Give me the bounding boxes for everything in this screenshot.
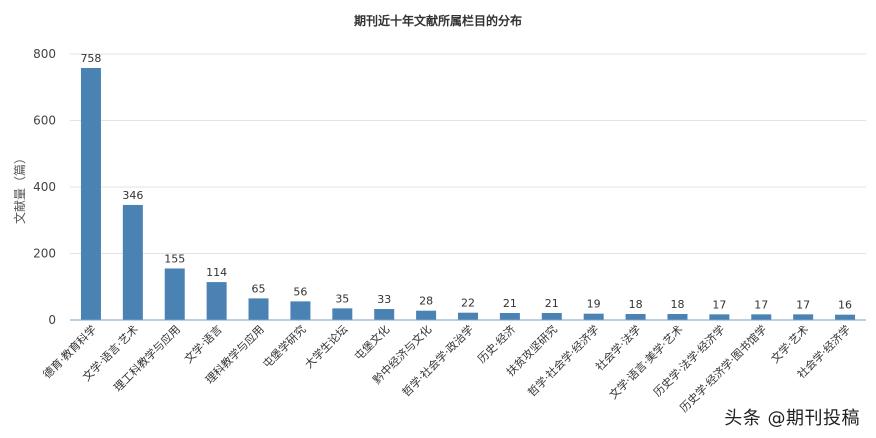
bar-value-label: 65 xyxy=(252,282,266,295)
x-tick-label: 大学生论坛 xyxy=(302,322,351,371)
chart-title: 期刊近十年文献所属栏目的分布 xyxy=(354,13,522,28)
x-tick-label: 屯堡文化 xyxy=(351,322,392,363)
x-tick-label: 文学·语言 xyxy=(181,322,224,365)
data-labels: 758 346 155 114 65 56 35 33 28 22 21 21 19 18 18 17 17 17… xyxy=(80,52,852,312)
bar[interactable] xyxy=(751,314,772,320)
x-tick-label: 文学·语言·美学·艺术 xyxy=(606,322,686,402)
bar-value-label: 114 xyxy=(206,266,227,279)
bar-value-label: 21 xyxy=(503,297,517,310)
gridlines xyxy=(70,53,866,254)
watermark-text: 头条 @期刊投稿 xyxy=(724,408,860,429)
bar[interactable] xyxy=(290,301,311,320)
x-tick-label: 哲学·社会学·政治学 xyxy=(399,322,476,399)
y-tick-label: 0 xyxy=(48,313,56,327)
x-tick-label: 哲学·社会学·经济学 xyxy=(525,322,602,399)
bar[interactable] xyxy=(206,282,227,320)
x-tick-label: 屯堡学研究 xyxy=(260,322,309,371)
bar-value-label: 35 xyxy=(335,292,349,305)
y-tick-label: 400 xyxy=(33,180,56,194)
bar[interactable] xyxy=(374,309,395,320)
x-tick-label: 历史·经济 xyxy=(475,322,518,365)
bar-value-label: 17 xyxy=(712,298,726,311)
y-axis-label: 文献量（篇） xyxy=(12,152,27,224)
bar[interactable] xyxy=(583,313,604,320)
bar[interactable] xyxy=(835,314,856,320)
bar-value-label: 17 xyxy=(796,298,810,311)
y-tick-label: 200 xyxy=(33,247,56,261)
y-axis-ticks: 0 200 400 600 800 xyxy=(33,47,56,327)
bar[interactable] xyxy=(709,314,730,320)
bar[interactable] xyxy=(667,314,688,320)
x-tick-label: 文学·艺术 xyxy=(768,322,811,365)
bar-value-label: 19 xyxy=(587,298,601,311)
bar-value-label: 33 xyxy=(377,293,391,306)
bar[interactable] xyxy=(793,314,814,320)
bar-value-label: 155 xyxy=(164,252,185,265)
bar-value-label: 22 xyxy=(461,297,475,310)
bar[interactable] xyxy=(416,310,437,320)
y-tick-label: 600 xyxy=(33,114,56,128)
bar[interactable] xyxy=(541,313,562,320)
bar-value-label: 18 xyxy=(670,298,684,311)
bar[interactable] xyxy=(458,312,478,320)
bar[interactable] xyxy=(248,298,269,320)
bar-value-label: 18 xyxy=(629,298,643,311)
bar[interactable] xyxy=(164,268,185,320)
bar[interactable] xyxy=(332,308,353,320)
bar[interactable] xyxy=(80,67,101,320)
bar-value-label: 758 xyxy=(80,52,101,65)
bar[interactable] xyxy=(122,204,143,320)
bar-value-label: 16 xyxy=(838,299,852,312)
x-tick-label: 历史学·法学·经济学 xyxy=(650,322,727,399)
bars xyxy=(80,67,856,320)
bar-value-label: 17 xyxy=(754,298,768,311)
y-tick-label: 800 xyxy=(33,47,56,61)
bar-value-label: 346 xyxy=(122,189,143,202)
bar-value-label: 21 xyxy=(545,297,559,310)
bar-value-label: 28 xyxy=(419,295,433,308)
bar-value-label: 56 xyxy=(293,285,307,298)
bar[interactable] xyxy=(499,313,520,320)
bar[interactable] xyxy=(625,314,646,320)
